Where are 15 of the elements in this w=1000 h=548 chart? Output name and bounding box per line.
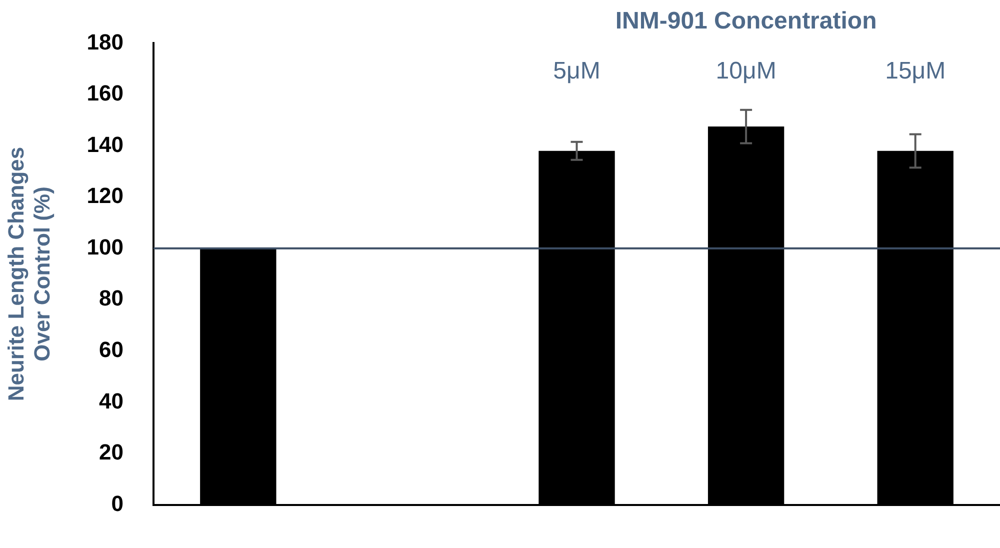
y-tick-label: 180 [86,29,124,54]
y-tick-label: 0 [111,490,124,516]
y-tick-label: 100 [86,234,124,260]
x-tick-label: 5μM [553,58,600,85]
y-tick-label: 120 [86,183,124,208]
x-axis-title: INM-901 Concentration [615,8,877,35]
x-tick-label: 10μM [716,58,776,85]
y-axis-title: Neurite Length Changes Over Control (%) [3,146,55,402]
x-tick-label: 15μM [885,58,946,85]
y-tick-label: 20 [99,440,124,465]
y-tick-label: 40 [99,388,124,414]
y-tick-label: 80 [99,286,124,311]
y-tick-label: 140 [86,132,124,157]
y-tick-label: 60 [99,336,124,362]
y-tick-label: 160 [86,80,124,106]
